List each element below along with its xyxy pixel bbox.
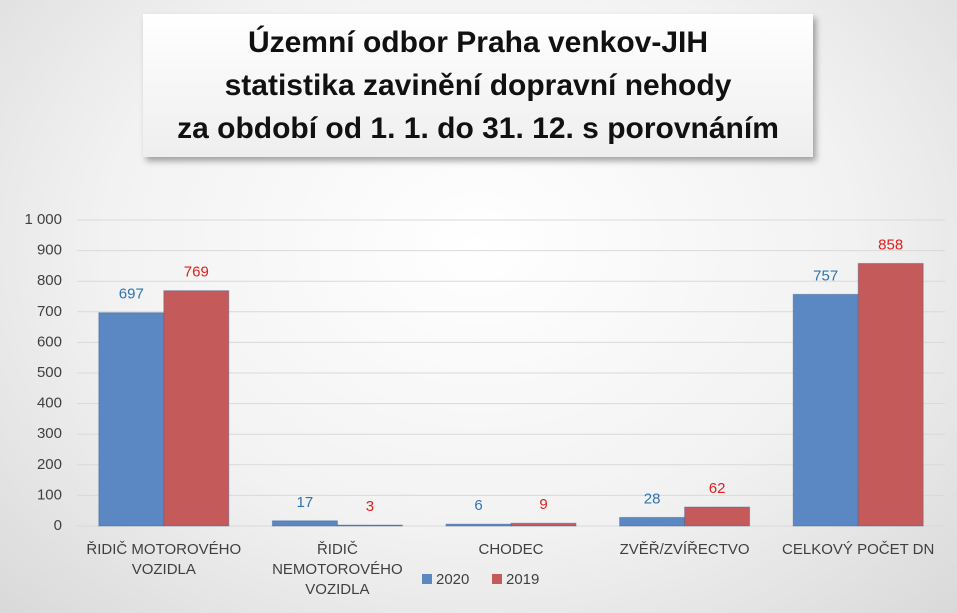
value-label: 858	[878, 236, 903, 253]
chart-title: statistika zavinění dopravní nehody	[224, 69, 732, 102]
bar	[684, 506, 751, 527]
y-tick-label: 400	[37, 395, 62, 412]
chart-title: Územní odbor Praha venkov-JIH	[247, 26, 709, 59]
value-label: 3	[366, 498, 374, 515]
legend-label: 2020	[436, 571, 469, 588]
legend-swatch	[422, 574, 432, 584]
y-tick-label: 600	[37, 333, 62, 350]
y-tick-label: 0	[54, 517, 62, 534]
y-tick-label: 700	[37, 303, 62, 320]
x-tick-label: CHODEC	[478, 541, 544, 558]
y-tick-label: 200	[37, 456, 62, 473]
x-tick-label: CELKOVÝ POČET DN	[782, 541, 935, 558]
bar	[510, 522, 577, 527]
x-tick-label: ŘIDIČ NEMOTOROVÉHO VOZIDLA	[272, 541, 403, 598]
value-label: 697	[119, 286, 144, 303]
chart-title: za období od 1. 1. do 31. 12. s porovnán…	[177, 112, 779, 145]
bar	[98, 312, 165, 527]
value-label: 17	[297, 494, 314, 511]
y-tick-label: 500	[37, 364, 62, 381]
bar	[163, 290, 230, 527]
x-tick-label: ZVĚŘ/ZVÍŘECTVO	[619, 541, 750, 558]
legend-swatch	[492, 574, 502, 584]
y-tick-label: 300	[37, 425, 62, 442]
y-tick-label: 100	[37, 486, 62, 503]
value-label: 757	[813, 267, 838, 284]
y-tick-label: 800	[37, 272, 62, 289]
title-box: Územní odbor Praha venkov-JIH statistika…	[143, 14, 813, 157]
value-label: 62	[709, 480, 726, 497]
x-tick-label: ŘIDIČ MOTOROVÉHO VOZIDLA	[86, 541, 242, 578]
y-tick-label: 900	[37, 242, 62, 259]
y-tick-label: 1 000	[24, 211, 62, 228]
bar	[271, 520, 338, 527]
value-label: 6	[474, 497, 482, 514]
bar	[336, 524, 403, 527]
bar	[619, 516, 686, 527]
bar	[792, 293, 859, 527]
legend-label: 2019	[506, 571, 539, 588]
value-label: 9	[539, 496, 547, 513]
value-label: 769	[184, 264, 209, 281]
bar	[857, 262, 924, 527]
value-label: 28	[644, 490, 661, 507]
bar	[445, 523, 512, 527]
